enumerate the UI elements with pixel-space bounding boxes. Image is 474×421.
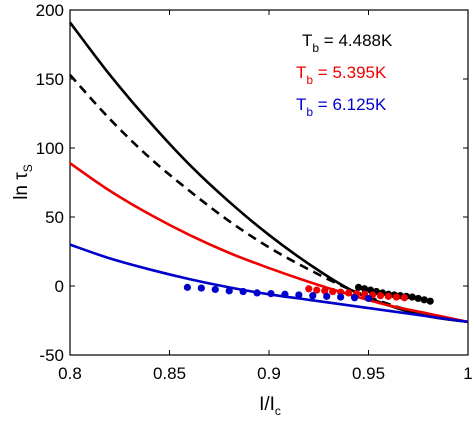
- x-axis-label: I/Ic: [259, 394, 281, 418]
- ticks-layer: 0.8 0.85 0.9 0.95 1 -50 0 50 100 150 200: [36, 1, 473, 383]
- data-point-3: [364, 294, 373, 303]
- data-point-3: [197, 284, 205, 292]
- x-tick-label: 0.9: [257, 364, 281, 383]
- data-point-3: [309, 292, 317, 300]
- y-tick-label: 0: [55, 277, 64, 296]
- data-point-1: [354, 283, 363, 291]
- y-tick-label: 100: [36, 139, 64, 158]
- legend-entry-3: Tb = 6.125K: [296, 95, 387, 119]
- legend: Tb = 4.488K Tb = 5.395K Tb = 6.125K: [296, 31, 393, 119]
- data-point-3: [239, 287, 247, 296]
- data-point-3: [253, 289, 261, 297]
- data-point-2: [392, 293, 400, 301]
- legend-entry-2: Tb = 5.395K: [296, 63, 387, 87]
- data-point-2: [305, 285, 313, 293]
- data-point-2: [376, 292, 385, 300]
- data-point-2: [400, 294, 408, 302]
- data-point-2: [329, 287, 337, 296]
- series-line-3: [69, 162, 469, 324]
- y-tick-label: 200: [36, 1, 64, 20]
- lines-layer: [68, 21, 469, 324]
- legend-entry-1: Tb = 4.488K: [302, 31, 393, 55]
- y-tick-label: 50: [45, 208, 64, 227]
- data-point-3: [350, 294, 359, 302]
- points-layer: [183, 283, 434, 305]
- data-point-3: [267, 289, 275, 298]
- series-line-2: [69, 73, 469, 324]
- x-tick-label: 0.8: [58, 364, 82, 383]
- plot-frame: [69, 9, 469, 356]
- x-tick-label: 0.85: [153, 364, 186, 383]
- data-point-3: [211, 285, 219, 294]
- y-tick-label: -50: [39, 346, 64, 365]
- x-tick-label: 0.95: [352, 364, 385, 383]
- data-point-2: [384, 292, 392, 300]
- series-line-1: [68, 21, 469, 324]
- data-point-3: [323, 292, 331, 300]
- data-point-1: [360, 285, 369, 293]
- data-point-3: [183, 283, 192, 291]
- data-point-2: [321, 287, 329, 295]
- data-point-3: [295, 291, 303, 299]
- data-point-2: [313, 286, 321, 294]
- data-point-3: [281, 290, 289, 298]
- data-point-1: [420, 296, 428, 304]
- data-point-3: [225, 287, 233, 295]
- data-point-1: [426, 297, 434, 305]
- data-point-3: [337, 293, 345, 301]
- y-tick-label: 150: [36, 70, 64, 89]
- data-point-2: [345, 289, 353, 297]
- data-point-1: [408, 293, 416, 301]
- data-point-1: [414, 294, 422, 303]
- x-tick-label: 1: [463, 364, 472, 383]
- y-axis-label: ln τS: [11, 164, 35, 200]
